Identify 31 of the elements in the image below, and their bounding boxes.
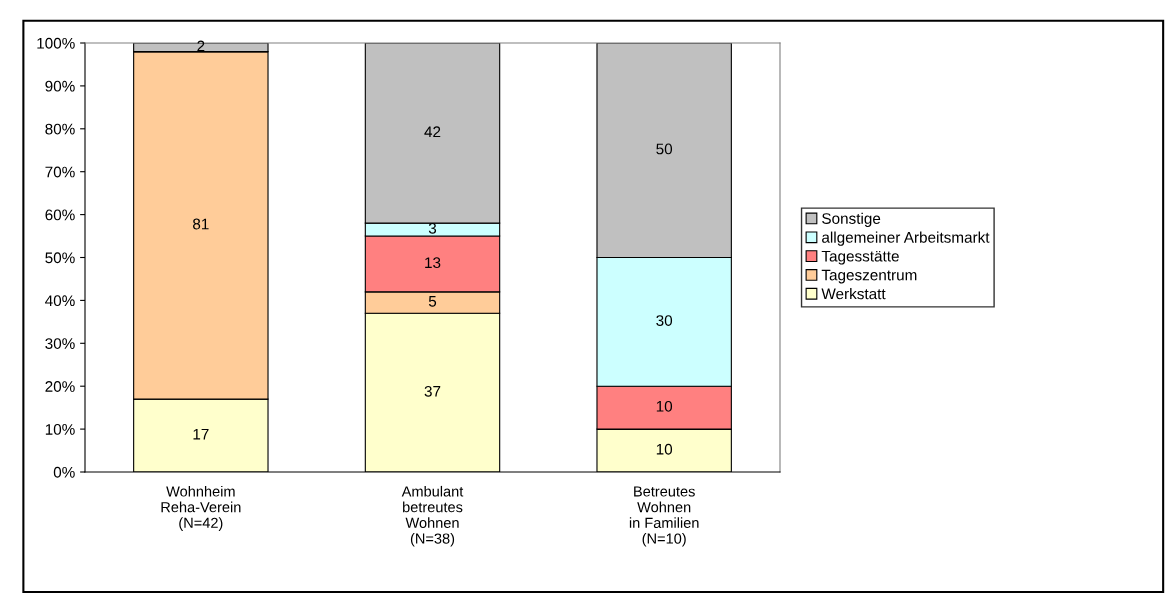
y-tick-label: 90% bbox=[45, 80, 75, 92]
data-label: 10 bbox=[656, 400, 673, 412]
data-label: 3 bbox=[428, 222, 437, 234]
y-tick-label: 80% bbox=[45, 123, 75, 135]
data-label: 37 bbox=[424, 385, 441, 397]
data-label: 2 bbox=[197, 40, 205, 52]
y-tick-label: 60% bbox=[45, 209, 75, 221]
data-label: 17 bbox=[193, 428, 209, 440]
data-label: 30 bbox=[656, 315, 673, 326]
x-tick-label: Betreutes Wohnen in Familien (N=10) bbox=[629, 486, 699, 547]
y-tick-label: 100% bbox=[37, 37, 75, 49]
x-tick-label: Wohnheim Reha-Verein (N=42) bbox=[161, 485, 241, 531]
data-label: 10 bbox=[656, 443, 673, 455]
y-tick-label: 30% bbox=[45, 338, 75, 349]
y-tick-label: 0% bbox=[53, 466, 75, 478]
legend-label: Werkstatt bbox=[821, 288, 886, 300]
y-tick-label: 10% bbox=[45, 423, 75, 435]
y-tick-label: 40% bbox=[45, 295, 75, 307]
y-tick-label: 50% bbox=[45, 252, 75, 264]
legend-label: Tagesstätte bbox=[821, 250, 899, 265]
data-label: 81 bbox=[193, 218, 209, 230]
data-label: 42 bbox=[424, 126, 441, 138]
y-tick-label: 70% bbox=[45, 166, 75, 178]
legend-label: Tageszentrum bbox=[821, 269, 917, 284]
legend-label: allgemeiner Arbeitsmarkt bbox=[822, 231, 990, 246]
data-label: 50 bbox=[656, 143, 673, 155]
x-tick-label: Ambulant betreutes Wohnen (N=38) bbox=[401, 485, 464, 547]
y-tick-label: 20% bbox=[45, 381, 75, 392]
data-label: 13 bbox=[425, 257, 441, 269]
data-label: 5 bbox=[428, 295, 437, 307]
legend-label: Sonstige bbox=[822, 212, 881, 227]
